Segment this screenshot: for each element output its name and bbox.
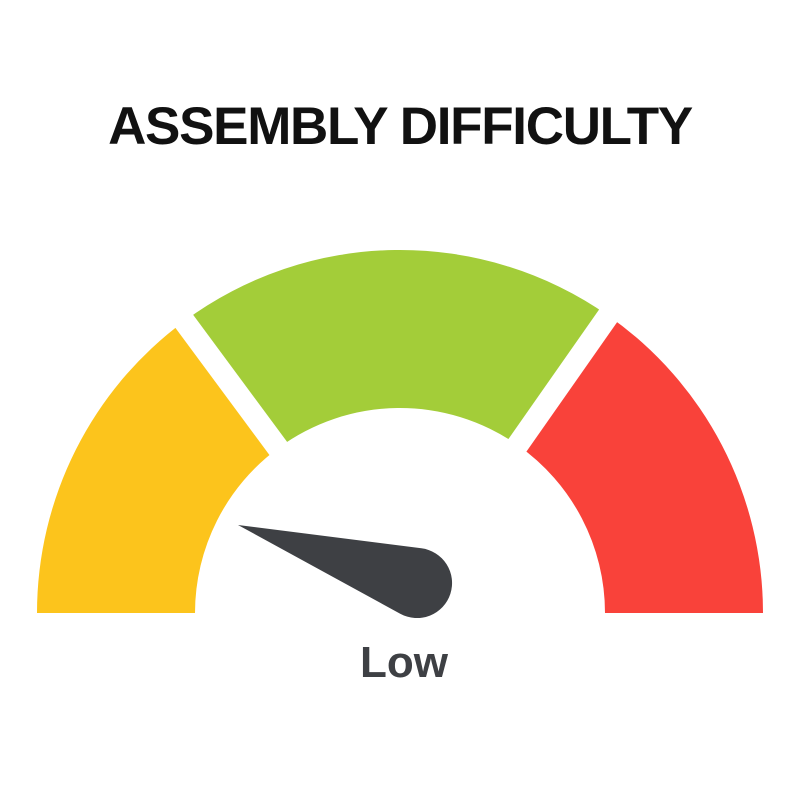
gauge-segment-high xyxy=(517,315,764,613)
gauge-value-label: Low xyxy=(360,638,449,687)
gauge-needle xyxy=(238,525,453,619)
page-title: ASSEMBLY DIFFICULTY xyxy=(108,97,693,156)
gauge-segment-medium xyxy=(184,249,609,449)
gauge-segment-low xyxy=(37,321,279,613)
segment-divider-left xyxy=(166,302,299,471)
segment-divider-right xyxy=(497,297,626,468)
